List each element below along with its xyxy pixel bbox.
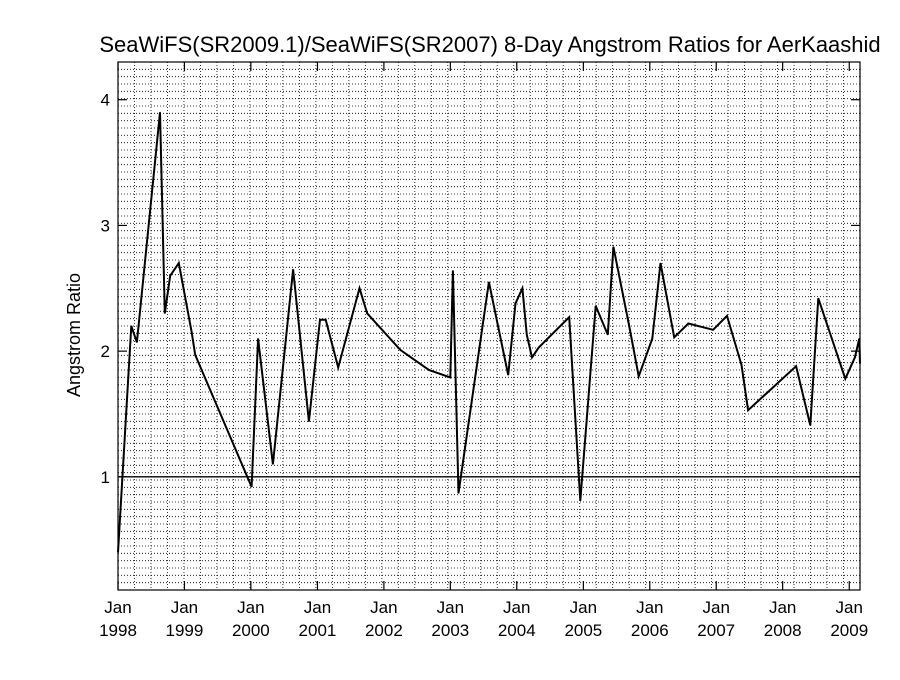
- data-point: [795, 365, 797, 367]
- data-point: [272, 463, 274, 465]
- tick-labels: 1 2 3 4 Jan 1998 Jan 1999 Jan 2000 Jan 2001 Jan 2002 J…: [99, 91, 868, 640]
- data-point: [521, 287, 523, 289]
- x-tick-label-month: Jan: [104, 598, 131, 617]
- data-point: [638, 375, 640, 377]
- data-point: [251, 486, 253, 488]
- x-tick-label-year: 2000: [232, 621, 270, 640]
- data-point: [809, 424, 811, 426]
- y-tick-label: 1: [101, 468, 110, 487]
- data-point: [687, 322, 689, 324]
- data-point: [191, 331, 193, 333]
- data-point: [399, 349, 401, 351]
- data-point: [726, 315, 728, 317]
- x-tick-label-month: Jan: [636, 598, 663, 617]
- data-point: [854, 356, 856, 358]
- data-point: [178, 262, 180, 264]
- y-tick-label: 4: [101, 91, 110, 110]
- x-tick-label-year: 1998: [99, 621, 137, 640]
- data-point: [514, 302, 516, 304]
- x-tick-label-year: 2003: [431, 621, 469, 640]
- data-point: [449, 377, 451, 379]
- x-tick-label-month: Jan: [703, 598, 730, 617]
- data-point: [747, 409, 749, 411]
- y-tick-label: 2: [101, 342, 110, 361]
- x-tick-label-month: Jan: [370, 598, 397, 617]
- data-point: [169, 275, 171, 277]
- data-point: [651, 338, 653, 340]
- data-point: [325, 319, 327, 321]
- x-tick-label-year: 2009: [830, 621, 868, 640]
- data-point: [257, 338, 259, 340]
- axes: [117, 61, 861, 591]
- data-point: [660, 262, 662, 264]
- data-point: [366, 312, 368, 314]
- data-point: [741, 364, 743, 366]
- data-point: [531, 356, 533, 358]
- data-point: [458, 492, 460, 494]
- x-tick-label-year: 2001: [299, 621, 337, 640]
- data-point: [859, 363, 861, 365]
- data-point: [568, 316, 570, 318]
- y-tick-label: 3: [101, 216, 110, 235]
- data-point: [159, 111, 161, 113]
- data-point: [319, 319, 321, 321]
- series-line: [117, 112, 861, 553]
- data-point: [337, 366, 339, 368]
- x-tick-label-month: Jan: [836, 598, 863, 617]
- x-tick-label-year: 2005: [564, 621, 602, 640]
- y-axis-label: Angstrom Ratio: [64, 273, 84, 397]
- data-point: [359, 287, 361, 289]
- data-point: [712, 329, 714, 331]
- x-tick-label-year: 2002: [365, 621, 403, 640]
- x-tick-label-month: Jan: [171, 598, 198, 617]
- data-point: [673, 336, 675, 338]
- x-tick-label-month: Jan: [237, 598, 264, 617]
- x-tick-label-month: Jan: [304, 598, 331, 617]
- data-point: [538, 346, 540, 348]
- data-point: [612, 246, 614, 248]
- data-point: [817, 297, 819, 299]
- data-point: [164, 312, 166, 314]
- data-point: [452, 270, 454, 272]
- data-point: [628, 325, 630, 327]
- data-point: [136, 341, 138, 343]
- x-tick-label-year: 2007: [697, 621, 735, 640]
- series-layer: [117, 111, 861, 553]
- x-tick-label-year: 2006: [631, 621, 669, 640]
- data-point: [194, 354, 196, 356]
- data-point: [579, 500, 581, 502]
- data-point: [507, 374, 509, 376]
- data-point: [292, 268, 294, 270]
- data-point: [488, 281, 490, 283]
- x-tick-label-month: Jan: [570, 598, 597, 617]
- data-point: [526, 334, 528, 336]
- chart-title: SeaWiFS(SR2009.1)/SeaWiFS(SR2007) 8-Day …: [99, 32, 880, 57]
- x-tick-label-year: 2004: [498, 621, 536, 640]
- data-point: [858, 338, 860, 340]
- x-tick-label-month: Jan: [437, 598, 464, 617]
- data-point: [844, 378, 846, 380]
- grid: [118, 62, 860, 590]
- x-tick-label-month: Jan: [769, 598, 796, 617]
- data-point: [130, 325, 132, 327]
- x-tick-label-year: 1999: [166, 621, 204, 640]
- data-point: [607, 334, 609, 336]
- x-tick-label-year: 2008: [764, 621, 802, 640]
- data-point: [308, 421, 310, 423]
- data-point: [428, 369, 430, 371]
- data-point: [595, 305, 597, 307]
- x-tick-label-month: Jan: [503, 598, 530, 617]
- data-point: [117, 551, 119, 553]
- plot-frame: [117, 61, 861, 591]
